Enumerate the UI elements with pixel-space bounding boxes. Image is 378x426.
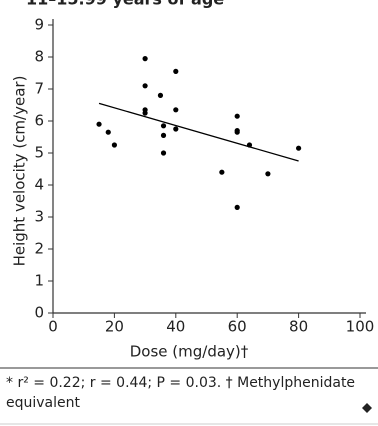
point (173, 107, 179, 113)
point (265, 171, 271, 177)
x-axis-label: Dose (mg/day)† (130, 343, 249, 361)
y-tick-label: 9 (34, 16, 44, 34)
point (246, 142, 253, 148)
point (160, 132, 167, 138)
x-tick-label: 80 (289, 318, 308, 336)
y-tick-label: 6 (34, 112, 44, 130)
footnote: * r² = 0.22; r = 0.44; P = 0.03. † Methy… (6, 375, 356, 411)
point (219, 169, 225, 175)
point (142, 56, 148, 62)
point (173, 68, 179, 74)
point (96, 121, 102, 127)
point (142, 110, 148, 116)
y-tick-label: 0 (34, 304, 44, 322)
y-tick-label: 2 (34, 240, 44, 258)
chart-title: 11–15.99 years of age (26, 0, 224, 9)
point (173, 126, 179, 132)
x-tick-label: 20 (105, 318, 124, 336)
point (296, 145, 302, 151)
point (234, 113, 240, 119)
point (111, 142, 117, 148)
y-tick-label: 8 (34, 48, 44, 66)
point (160, 123, 167, 129)
y-tick-label: 7 (34, 80, 44, 98)
y-tick-label: 3 (34, 208, 44, 226)
point (142, 83, 148, 89)
y-tick-label: 5 (34, 144, 44, 162)
end-mark (362, 403, 372, 413)
x-tick-label: 100 (346, 318, 375, 336)
x-tick-label: 60 (228, 318, 247, 336)
point (234, 129, 240, 135)
point (157, 92, 164, 98)
y-axis-label: Height velocity (cm/year) (11, 76, 29, 267)
x-tick-label: 0 (48, 318, 58, 336)
x-tick-label: 40 (166, 318, 185, 336)
point (234, 204, 240, 210)
trend-line (98, 102, 299, 162)
point (160, 150, 167, 156)
y-tick-label: 4 (34, 176, 44, 194)
point (105, 129, 111, 135)
y-tick-label: 1 (34, 272, 44, 290)
